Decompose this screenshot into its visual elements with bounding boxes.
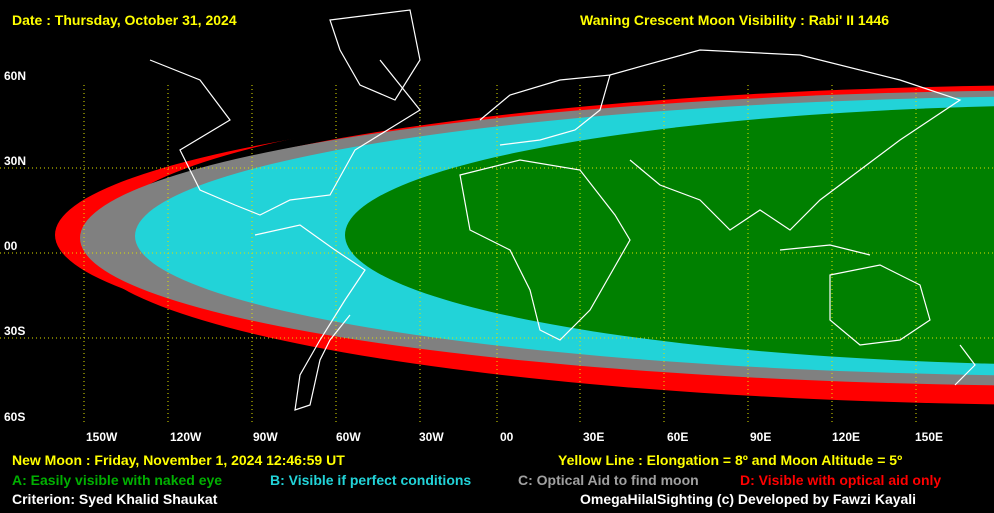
australia-coast (829, 264, 931, 346)
africa-coast (459, 159, 631, 341)
europe-coast (479, 74, 611, 146)
lat-label-60s: 60S (4, 410, 26, 424)
lon-label-00: 00 (500, 430, 514, 444)
south-america-coast (254, 224, 366, 411)
lon-label-30e: 30E (583, 430, 605, 444)
yellow-line-label: Yellow Line : Elongation = 8º and Moon A… (558, 452, 903, 468)
legend-b: B: Visible if perfect conditions (270, 472, 472, 488)
visibility-zones (55, 85, 994, 405)
lon-label-150e: 150E (915, 430, 944, 444)
date-label: Date : Thursday, October 31, 2024 (12, 12, 237, 28)
legend-c: C: Optical Aid to find moon (518, 472, 699, 488)
coastlines (149, 9, 976, 411)
map-title: Waning Crescent Moon Visibility : Rabi' … (580, 12, 890, 28)
lat-label-00: 00 (4, 239, 18, 253)
credit-label: OmegaHilalSighting (c) Developed by Fawz… (580, 491, 917, 507)
lon-label-120e: 120E (832, 430, 861, 444)
criterion-label: Criterion: Syed Khalid Shaukat (12, 491, 218, 507)
north-america-coast (149, 59, 421, 216)
legend-d: D: Visible with optical aid only (740, 472, 942, 488)
legend-a: A: Easily visible with naked eye (12, 472, 223, 488)
indonesia-coast (779, 244, 871, 256)
lon-label-90e: 90E (750, 430, 772, 444)
lat-label-30n: 30N (4, 154, 27, 168)
new-zealand-coast (954, 344, 976, 386)
lon-label-120w: 120W (170, 430, 202, 444)
lat-label-30s: 30S (4, 324, 26, 338)
zone-a (345, 106, 994, 364)
lat-label-60n: 60N (4, 69, 27, 83)
new-moon-label: New Moon : Friday, November 1, 2024 12:4… (12, 452, 345, 468)
greenland-coast (329, 9, 421, 101)
lon-label-90w: 90W (253, 430, 278, 444)
grid-lines (0, 85, 994, 425)
lon-label-60e: 60E (667, 430, 689, 444)
lon-label-60w: 60W (336, 430, 361, 444)
lon-label-150w: 150W (86, 430, 118, 444)
asia-coast (609, 49, 962, 231)
lon-label-30w: 30W (419, 430, 444, 444)
